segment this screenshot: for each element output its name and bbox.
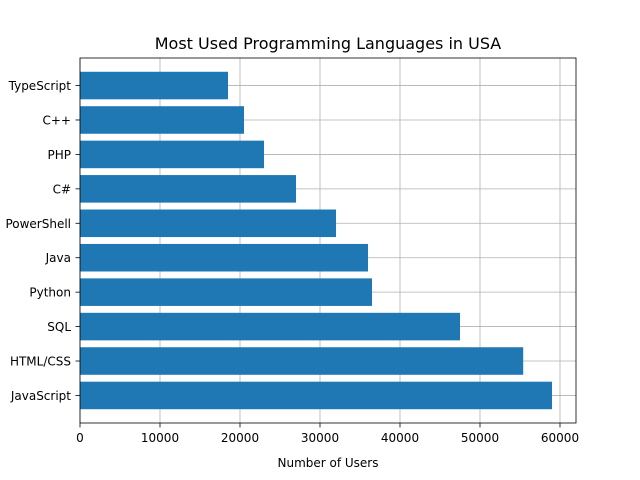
y-tick-label: TypeScript bbox=[8, 79, 72, 93]
y-tick-label: SQL bbox=[47, 320, 71, 334]
bar-html-css bbox=[80, 347, 524, 375]
y-tick-label: HTML/CSS bbox=[10, 355, 71, 369]
bar-python bbox=[80, 278, 372, 306]
x-tick-label: 40000 bbox=[381, 431, 419, 445]
y-tick-label: C# bbox=[53, 182, 71, 196]
bar-sql bbox=[80, 312, 460, 341]
bar-javascript bbox=[80, 381, 552, 410]
bar-c- bbox=[80, 175, 296, 203]
bar-typescript bbox=[80, 71, 228, 100]
axes-frame bbox=[79, 57, 577, 424]
ticks: 0 10000 20000 30000 40000 50000 60000 JavaScrip… bbox=[5, 79, 579, 445]
y-tick-label: Python bbox=[29, 286, 71, 300]
bars bbox=[80, 71, 552, 410]
x-tick-label: 50000 bbox=[461, 431, 499, 445]
x-tick-label: 10000 bbox=[141, 431, 179, 445]
bar-php bbox=[80, 140, 264, 169]
x-tick-label: 20000 bbox=[221, 431, 259, 445]
bar-powershell bbox=[80, 209, 336, 238]
chart-title: Most Used Programming Languages in USA bbox=[155, 34, 502, 53]
axes bbox=[79, 57, 577, 424]
x-tick-label: 60000 bbox=[541, 431, 579, 445]
bar-c- bbox=[80, 106, 244, 134]
y-tick-label: C++ bbox=[43, 113, 72, 127]
y-tick-label: Java bbox=[45, 251, 71, 265]
x-tick-label: 30000 bbox=[301, 431, 339, 445]
y-tick-label: PHP bbox=[48, 148, 72, 162]
y-tick-label: JavaScript bbox=[10, 389, 71, 403]
bar-java bbox=[80, 243, 368, 272]
x-axis-label: Number of Users bbox=[277, 456, 378, 470]
x-tick-label: 0 bbox=[76, 431, 84, 445]
y-tick-label: PowerShell bbox=[5, 217, 71, 231]
